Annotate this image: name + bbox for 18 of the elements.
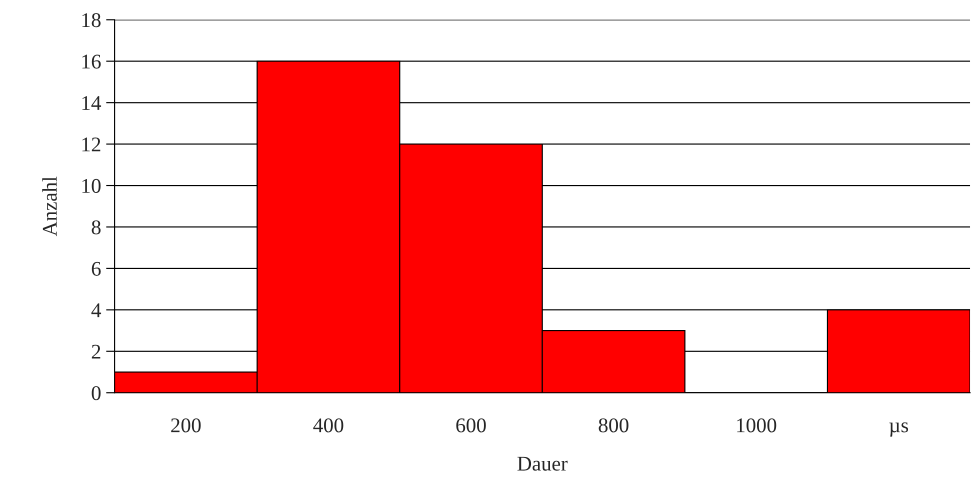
y-tick-label: 6 (92, 262, 101, 276)
y-tick-label: 2 (92, 344, 100, 359)
y-tick-label: 16 (82, 54, 101, 69)
y-tick-label: 4 (91, 303, 102, 318)
y-tick-label: 8 (92, 220, 101, 234)
x-axis-title: Dauer (517, 456, 568, 471)
y-axis-title: Anzahl (42, 176, 57, 236)
x-tick-label: 400 (313, 418, 344, 432)
x-tick-label: 800 (598, 418, 628, 432)
y-tick-label: 10 (82, 178, 101, 193)
x-tick-label: 600 (456, 418, 486, 432)
x-tick-label: 200 (171, 418, 201, 432)
x-tick-label: µs (889, 422, 908, 437)
y-tick-label: 14 (82, 96, 102, 110)
y-tick-label: 0 (92, 386, 101, 400)
y-tick-label: 12 (82, 138, 100, 152)
x-tick-label: 1000 (737, 418, 776, 432)
y-tick-label: 18 (82, 13, 101, 28)
